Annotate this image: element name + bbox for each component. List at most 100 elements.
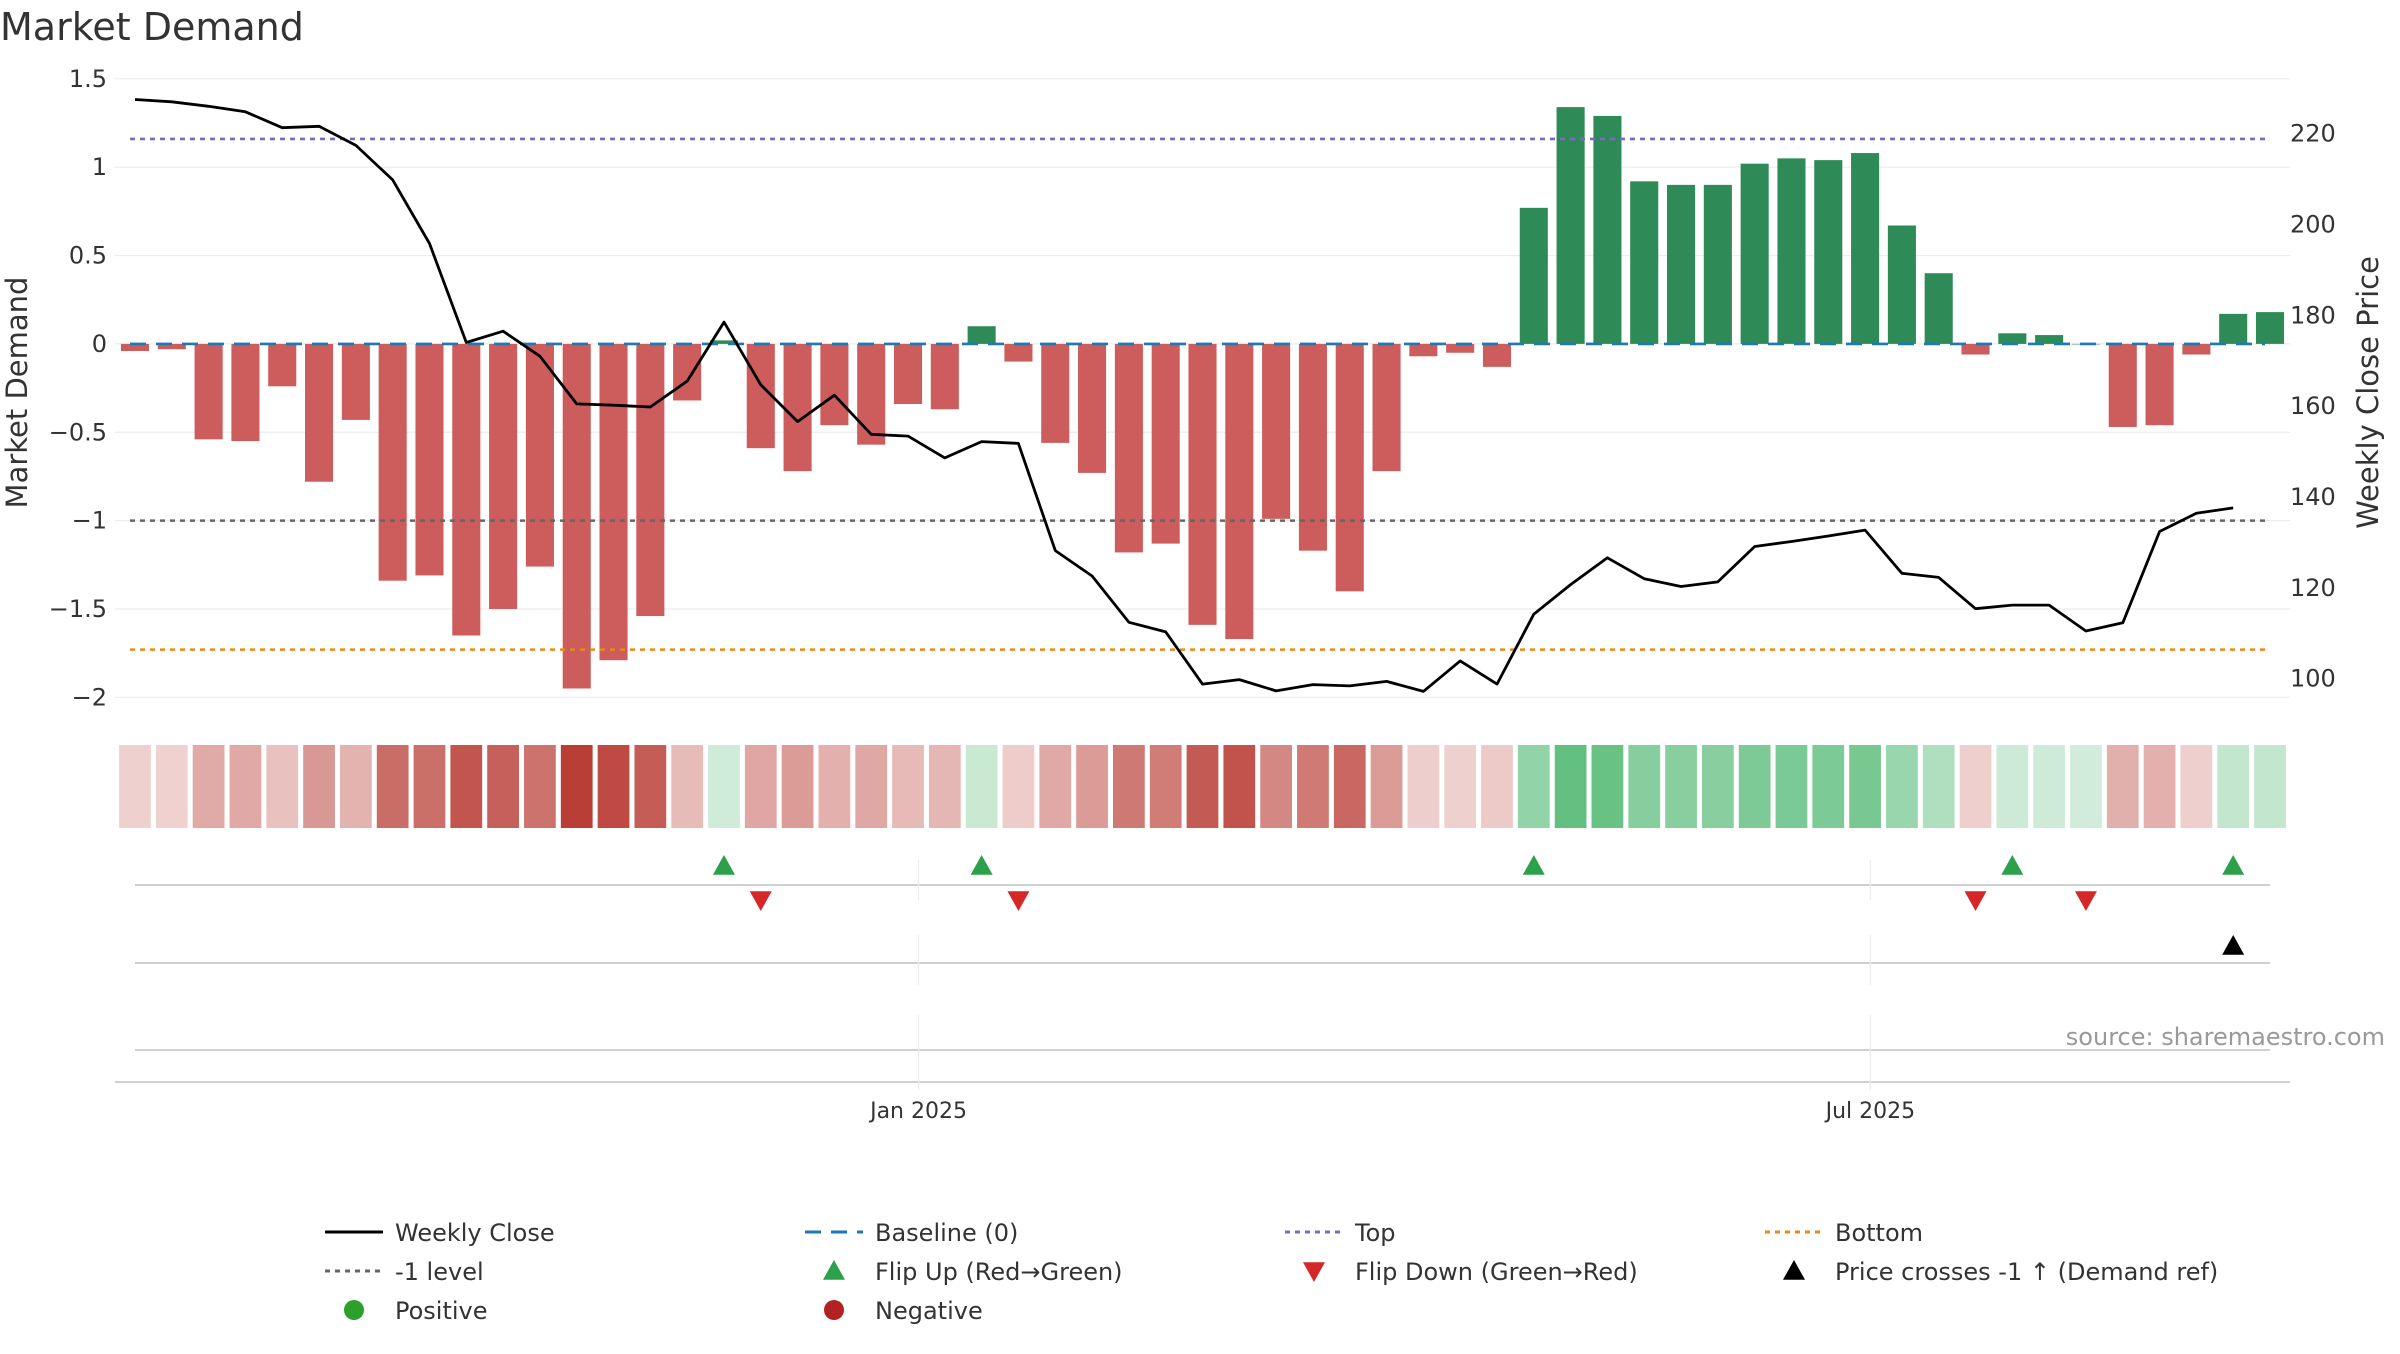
heat-cell: [1886, 745, 1918, 828]
demand-bar: [1777, 158, 1806, 344]
demand-bar: [1078, 343, 1107, 473]
legend-label: Top: [1354, 1219, 1396, 1247]
y-tick-label: 1: [92, 153, 107, 181]
heat-cell: [560, 745, 593, 828]
weekly-close-line: [134, 98, 2234, 693]
demand-bar: [452, 343, 481, 636]
left-axis: 1.5 1 0.5 0 −0.5 −1 −1.5 −2: [49, 65, 107, 711]
heat-cell: [965, 745, 998, 828]
heat-cell: [855, 745, 888, 828]
legend-swatch: [344, 1300, 364, 1320]
demand-bar: [1814, 160, 1843, 344]
heat-cell: [744, 745, 777, 828]
demand-bar: [1924, 273, 1953, 344]
heat-cell: [2254, 745, 2286, 828]
demand-bar: [1446, 343, 1475, 353]
legend-item: Flip Up (Red→Green): [823, 1258, 1123, 1286]
demand-bar: [1666, 184, 1696, 344]
heat-cell: [2106, 745, 2139, 828]
heat-cell: [303, 745, 335, 828]
heat-cell: [928, 745, 961, 828]
y2-axis-title: Weekly Close Price: [2351, 256, 2385, 529]
heat-cell: [1297, 745, 1329, 828]
y2-tick-label: 220: [2290, 120, 2336, 148]
heat-cell: [1628, 745, 1661, 828]
demand-bar: [599, 343, 628, 661]
heat-cell: [266, 745, 299, 828]
heat-cell: [1149, 745, 1182, 828]
flip-markers: [712, 855, 2245, 955]
heat-cell: [1959, 745, 1992, 828]
y-tick-label: 0.5: [69, 242, 107, 270]
demand-bar: [194, 343, 223, 440]
demand-bar: [489, 343, 518, 609]
demand-bar: [1262, 343, 1291, 519]
heat-cell: [1370, 745, 1403, 828]
heat-cell: [1039, 745, 1072, 828]
legend-label: Weekly Close: [395, 1219, 555, 1247]
demand-bar: [930, 343, 959, 410]
demand-bar: [1556, 107, 1585, 344]
flip-down-marker: [1964, 891, 1987, 911]
y-axis-title: Market Demand: [0, 277, 34, 509]
legend-label: Baseline (0): [875, 1219, 1018, 1247]
y-tick-label: −2: [72, 683, 107, 711]
heat-cell: [1775, 745, 1808, 828]
demand-bar: [1225, 343, 1254, 640]
legend-item: Baseline (0): [805, 1219, 1018, 1247]
heat-cell: [1112, 745, 1145, 828]
legend-swatch: [823, 1260, 845, 1280]
demand-bar: [157, 343, 186, 350]
heat-cell: [376, 745, 409, 828]
legend-label: Negative: [875, 1297, 983, 1325]
heat-cell: [1223, 745, 1256, 828]
flip-up-marker: [712, 855, 735, 875]
y2-tick-label: 120: [2290, 574, 2336, 602]
legend-swatch: [824, 1300, 844, 1320]
heat-cell: [2033, 745, 2066, 828]
heat-cell: [818, 745, 851, 828]
heat-cell: [1333, 745, 1366, 828]
demand-bar: [415, 343, 444, 576]
heat-cell: [1849, 745, 1881, 828]
y-tick-label: −1: [72, 507, 107, 535]
demand-bar: [268, 343, 297, 387]
heat-cell: [892, 745, 924, 828]
heat-cell: [339, 745, 372, 828]
legend-swatch: [1303, 1262, 1325, 1282]
demand-bar: [2219, 313, 2248, 344]
heat-cell: [1738, 745, 1771, 828]
heat-cell: [671, 745, 704, 828]
flip-down-marker: [1007, 891, 1030, 911]
legend-item: Top: [1285, 1219, 1396, 1247]
heat-cell: [781, 745, 814, 828]
flip-up-marker: [2222, 855, 2245, 875]
heat-cell: [413, 745, 446, 828]
y-tick-label: −1.5: [49, 595, 107, 623]
demand-heat-strip: [119, 745, 2286, 828]
legend-label: -1 level: [395, 1258, 484, 1286]
heat-cell: [2217, 745, 2250, 828]
right-axis: 100 120 140 160 180 200 220: [2290, 120, 2336, 693]
demand-bar: [120, 343, 150, 351]
heat-cell: [1407, 745, 1440, 828]
demand-bar: [1703, 184, 1732, 344]
reference-lines: [130, 137, 2265, 651]
heat-cell: [708, 745, 740, 828]
demand-bar: [1114, 343, 1143, 553]
demand-bar: [2182, 343, 2211, 355]
chart-title: Market Demand: [0, 5, 304, 49]
demand-bar: [2108, 343, 2137, 427]
demand-bar: [1593, 115, 1622, 344]
heat-cell: [2070, 745, 2102, 828]
y2-tick-label: 160: [2290, 392, 2336, 420]
demand-bar: [1887, 225, 1916, 344]
demand-bar: [525, 343, 554, 567]
heat-cell: [1481, 745, 1513, 828]
legend-label: Flip Up (Red→Green): [875, 1258, 1123, 1286]
heat-cell: [487, 745, 519, 828]
demand-bar: [1298, 343, 1327, 551]
heat-cell: [229, 745, 262, 828]
legend-item: Negative: [824, 1297, 983, 1325]
